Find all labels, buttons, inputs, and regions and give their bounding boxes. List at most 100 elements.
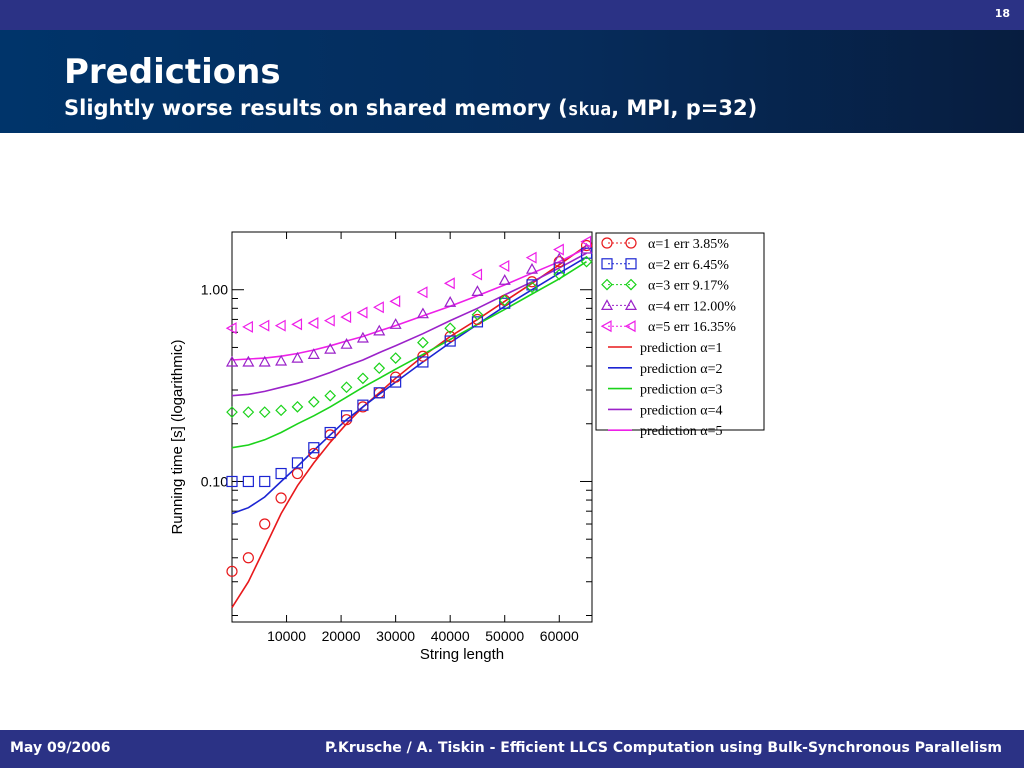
subtitle-code: skua bbox=[567, 99, 612, 120]
legend-marker bbox=[600, 320, 612, 333]
series-3-point bbox=[258, 406, 271, 418]
series-4-point bbox=[471, 285, 484, 297]
footer-credit: P.Krusche / A. Tiskin - Efficient LLCS C… bbox=[324, 740, 1002, 756]
legend-marker bbox=[601, 237, 613, 249]
series-3-point bbox=[357, 372, 369, 385]
series-5-point bbox=[274, 319, 286, 332]
legend-marker bbox=[600, 299, 614, 310]
legend-label: α=1 err 3.85% bbox=[648, 237, 729, 252]
series-3-point bbox=[417, 336, 429, 349]
series-4-point bbox=[275, 354, 288, 366]
series-3-point bbox=[275, 404, 287, 417]
series-5-point bbox=[340, 311, 352, 324]
y-tick-label: 0.10 bbox=[201, 473, 228, 489]
series-2-point bbox=[226, 475, 238, 488]
series-5-point bbox=[525, 251, 537, 264]
x-tick-label: 40000 bbox=[431, 628, 470, 644]
series-4-point bbox=[324, 342, 337, 354]
series-2-point bbox=[499, 297, 511, 309]
series-1-point bbox=[242, 552, 254, 564]
series-2-point bbox=[390, 376, 402, 388]
legend-label: α=5 err 16.35% bbox=[648, 320, 736, 335]
series-4-point bbox=[225, 355, 239, 367]
prediction-line-9 bbox=[231, 247, 587, 361]
slide-subtitle: Slightly worse results on shared memory … bbox=[64, 96, 757, 120]
series-5-point bbox=[416, 286, 428, 299]
top-bar: 18 bbox=[0, 0, 1024, 30]
series-5-point bbox=[498, 259, 510, 272]
series-4-point bbox=[291, 351, 304, 363]
series-4-point bbox=[258, 355, 271, 367]
series-5-point bbox=[291, 318, 303, 331]
x-tick-label: 10000 bbox=[267, 628, 306, 644]
series-2-point bbox=[526, 279, 538, 291]
series-4-point bbox=[553, 252, 566, 264]
series-2-point bbox=[357, 399, 369, 411]
x-tick-label: 50000 bbox=[485, 628, 524, 644]
subtitle-suffix: , MPI, p=32) bbox=[611, 96, 758, 120]
series-4-point bbox=[416, 307, 429, 319]
plot-frame bbox=[231, 231, 593, 623]
series-3-point bbox=[340, 381, 353, 394]
slide-header: Predictions Slightly worse results on sh… bbox=[0, 30, 1024, 133]
series-5-point bbox=[389, 295, 401, 308]
series-2-point bbox=[471, 316, 484, 328]
series-2-point bbox=[308, 442, 320, 454]
x-tick-label: 60000 bbox=[540, 628, 579, 644]
series-5-point bbox=[225, 322, 237, 335]
slide-title: Predictions bbox=[64, 52, 281, 92]
legend-marker bbox=[624, 299, 638, 310]
legend-marker bbox=[625, 237, 637, 249]
y-axis-label: Running time [s] (logarithmic) bbox=[169, 339, 186, 534]
series-4-point bbox=[498, 274, 511, 285]
slide-number: 18 bbox=[994, 7, 1010, 20]
series-5-point bbox=[373, 301, 384, 314]
series-5-point bbox=[471, 268, 483, 281]
series-5-point bbox=[242, 320, 253, 333]
series-4-point bbox=[373, 324, 386, 336]
series-4-point bbox=[307, 348, 320, 359]
series-1-point bbox=[417, 350, 429, 362]
series-3-point bbox=[498, 294, 511, 307]
series-3-point bbox=[291, 401, 304, 413]
series-1-point bbox=[291, 467, 304, 480]
series-2-point bbox=[259, 475, 271, 488]
series-4-point bbox=[580, 242, 593, 254]
series-4-point bbox=[340, 337, 353, 349]
legend-marker bbox=[624, 320, 636, 333]
series-5-point bbox=[580, 235, 592, 248]
legend-label: α=3 err 9.17% bbox=[648, 279, 729, 294]
series-3-point bbox=[226, 406, 238, 418]
series-4-point bbox=[389, 318, 402, 329]
legend-marker bbox=[625, 278, 637, 291]
series-4-point bbox=[444, 296, 457, 307]
legend-label: prediction α=2 bbox=[640, 362, 723, 377]
series-2-point bbox=[417, 356, 429, 368]
legend-label: α=2 err 6.45% bbox=[648, 258, 729, 273]
series-3-point bbox=[553, 268, 566, 281]
prediction-line-6 bbox=[231, 256, 587, 515]
series-3-point bbox=[373, 362, 386, 374]
series-2-point bbox=[373, 387, 385, 399]
series-5-point bbox=[323, 314, 335, 327]
series-5-point bbox=[443, 277, 455, 290]
series-3-point bbox=[242, 406, 255, 418]
series-2-point bbox=[275, 467, 287, 480]
series-3-point bbox=[580, 255, 593, 268]
series-3-point bbox=[526, 281, 538, 294]
legend-box bbox=[595, 232, 765, 431]
legend-marker bbox=[601, 258, 613, 270]
prediction-line-8 bbox=[231, 252, 587, 397]
prediction-line-5 bbox=[231, 244, 587, 609]
series-1-point bbox=[275, 492, 287, 504]
series-2-point bbox=[242, 475, 254, 488]
x-tick-label: 30000 bbox=[376, 628, 415, 644]
series-5-point bbox=[553, 243, 564, 256]
y-tick-label: 1.00 bbox=[201, 282, 228, 298]
footer-bar: May 09/2006 P.Krusche / A. Tiskin - Effi… bbox=[0, 730, 1024, 768]
legend-label: prediction α=1 bbox=[640, 341, 723, 356]
series-2-point bbox=[324, 426, 336, 439]
legend-label: α=4 err 12.00% bbox=[648, 299, 736, 314]
series-1-point bbox=[226, 565, 238, 577]
